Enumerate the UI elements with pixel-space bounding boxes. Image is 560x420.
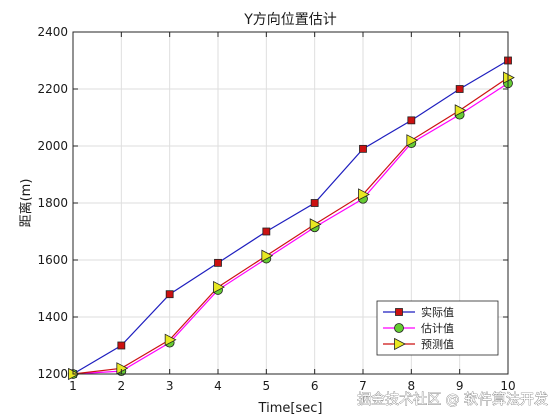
data-point — [213, 280, 225, 294]
data-point — [407, 116, 416, 125]
legend-entry: 实际值 — [421, 305, 454, 319]
data-point — [406, 134, 419, 147]
ticks: 1 2 3 4 5 6 7 8 9 10 1200 1400 1600 1800 2000 2200 2400 — [37, 25, 515, 393]
legend-marker — [394, 337, 406, 351]
series-line — [72, 82, 509, 375]
legend-entry: 估计值 — [421, 322, 454, 335]
x-tick-label: 5 — [263, 379, 271, 393]
data-point — [455, 85, 464, 93]
y-tick-label: 1200 — [37, 367, 68, 381]
series-line — [72, 77, 509, 375]
data-point — [503, 71, 515, 84]
x-tick-label: 3 — [166, 379, 174, 393]
x-tick-label: 8 — [408, 379, 416, 393]
data-point — [164, 333, 177, 346]
y-tick-label: 2200 — [37, 82, 68, 96]
x-tick-label: 7 — [359, 379, 367, 393]
x-tick-label: 4 — [214, 379, 222, 393]
y-tick-label: 1600 — [37, 253, 68, 267]
series-group — [68, 56, 515, 381]
data-point — [214, 258, 222, 267]
data-point — [358, 188, 370, 201]
data-point — [117, 341, 126, 350]
data-point — [310, 199, 319, 207]
series-line — [72, 59, 509, 375]
x-tick-label: 2 — [118, 379, 126, 393]
x-tick-label: 6 — [311, 379, 319, 393]
x-tick-label: 10 — [500, 379, 515, 393]
series-3 — [68, 71, 515, 381]
y-tick-label: 2000 — [37, 139, 68, 153]
data-point — [261, 249, 274, 262]
data-point — [165, 290, 174, 299]
y-tick-label: 1400 — [37, 310, 68, 324]
x-tick-label: 9 — [456, 379, 464, 393]
data-point — [309, 218, 322, 231]
data-point — [262, 227, 271, 236]
data-point — [359, 144, 367, 153]
legend-marker — [395, 308, 403, 316]
legend-marker — [394, 323, 404, 333]
y-axis-label: 距离(m) — [18, 179, 34, 228]
y-tick-label: 2400 — [37, 25, 68, 39]
x-axis-label: Time[sec] — [258, 401, 323, 416]
data-point — [116, 362, 129, 375]
legend-entry: 预测值 — [421, 338, 454, 351]
chart-title: Y方向位置估计 — [243, 12, 337, 28]
x-tick-label: 1 — [69, 379, 77, 393]
watermark: 掘金技术社区 @ 软件算法开发 — [357, 392, 548, 408]
data-point — [454, 104, 467, 117]
y-tick-label: 1800 — [37, 196, 68, 210]
